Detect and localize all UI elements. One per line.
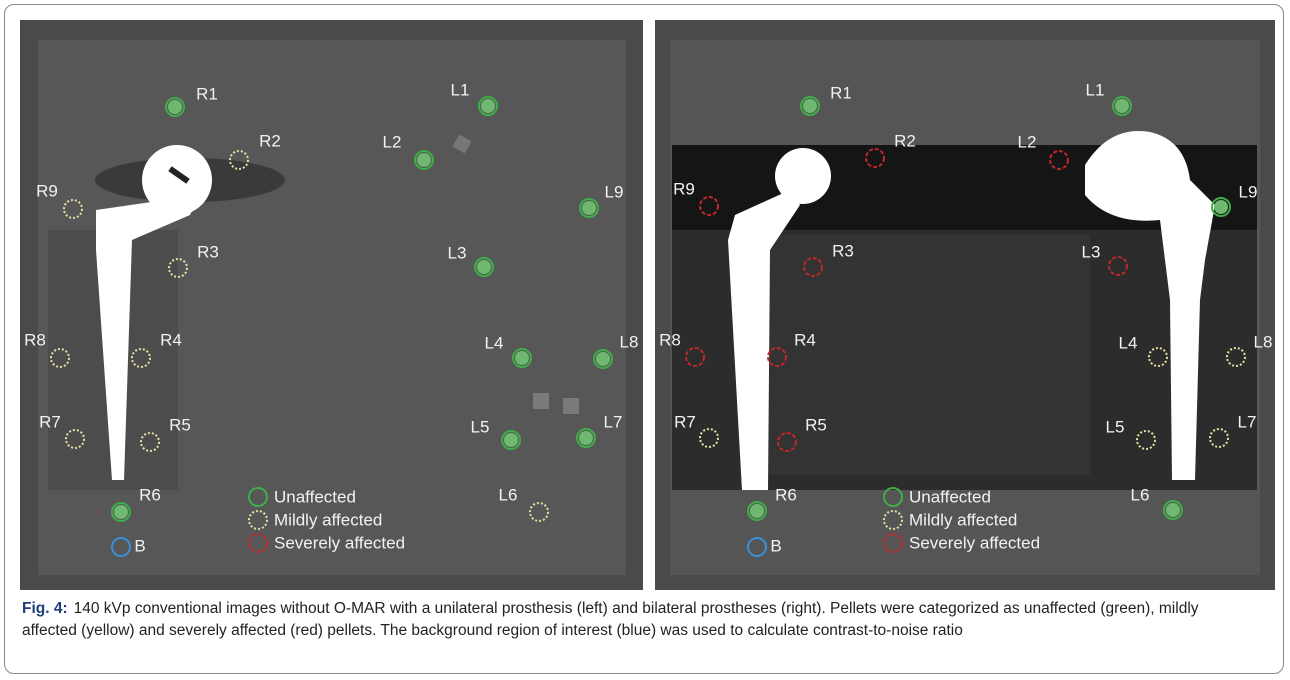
roi-marker-fill (168, 100, 182, 114)
roi-label: L1 (451, 80, 470, 99)
roi-label: B (134, 536, 145, 555)
roi-marker-fill (1214, 200, 1228, 214)
roi-label: R1 (830, 83, 852, 102)
roi-marker-fill (803, 99, 817, 113)
roi-label: L2 (383, 132, 402, 151)
roi-label: R9 (673, 179, 695, 198)
roi-label: L7 (1238, 412, 1257, 431)
legend-label: Severely affected (274, 533, 405, 552)
roi-marker-fill (1115, 99, 1129, 113)
roi-label: L9 (605, 182, 624, 201)
page: R1 R2 R9 R3 R8 R4 R7 R5 R6 B L1 L2 L9 L3 L4 L8 L5 L7 L6 Una… (0, 0, 1290, 680)
roi-label: L6 (1131, 485, 1150, 504)
roi-label: L3 (448, 243, 467, 262)
roi-marker-fill (596, 352, 610, 366)
caption-text: 140 kVp conventional images without O-MA… (22, 600, 1199, 639)
roi-label: R7 (39, 412, 61, 431)
roi-label: R5 (805, 415, 827, 434)
roi-marker-fill (114, 505, 128, 519)
roi-label: L1 (1086, 80, 1105, 99)
caption: Fig. 4:140 kVp conventional images witho… (22, 598, 1242, 642)
roi-label: L6 (499, 485, 518, 504)
roi-label: R8 (24, 330, 46, 349)
roi-label: L4 (485, 333, 504, 352)
roi-marker-fill (582, 201, 596, 215)
legend-label: Mildly affected (274, 510, 382, 529)
roi-label: L2 (1018, 132, 1037, 151)
roi-label: R1 (196, 84, 218, 103)
legend-label: Severely affected (909, 533, 1040, 552)
roi-marker-fill (750, 504, 764, 518)
roi-marker-fill (579, 431, 593, 445)
roi-label: R2 (259, 131, 281, 150)
roi-label: L8 (620, 332, 639, 351)
roi-marker-fill (515, 351, 529, 365)
roi-label: L3 (1082, 242, 1101, 261)
roi-label: L5 (1106, 417, 1125, 436)
roi-marker-fill (1166, 503, 1180, 517)
roi-label: R4 (160, 330, 182, 349)
legend-label: Unaffected (909, 487, 991, 506)
roi-label: L5 (471, 417, 490, 436)
roi-label: L8 (1254, 332, 1273, 351)
roi-marker-fill (477, 260, 491, 274)
roi-label: R6 (775, 485, 797, 504)
roi-label: R3 (832, 241, 854, 260)
legend-label: Unaffected (274, 487, 356, 506)
roi-label: R5 (169, 415, 191, 434)
roi-label: L7 (604, 412, 623, 431)
roi-label: R2 (894, 131, 916, 150)
roi-marker-fill (481, 99, 495, 113)
roi-label: R7 (674, 412, 696, 431)
roi-label: R6 (139, 485, 161, 504)
roi-label: R3 (197, 242, 219, 261)
roi-label: R9 (36, 181, 58, 200)
roi-label: R8 (659, 330, 681, 349)
roi-label: L9 (1239, 182, 1258, 201)
roi-marker-fill (417, 153, 431, 167)
roi-label: L4 (1119, 333, 1138, 352)
roi-label: B (770, 536, 781, 555)
legend-label: Mildly affected (909, 510, 1017, 529)
caption-label: Fig. 4: (22, 600, 68, 617)
roi-marker-fill (504, 433, 518, 447)
figure: R1 R2 R9 R3 R8 R4 R7 R5 R6 B L1 L2 L9 L3 L4 L8 L5 L7 L6 Una… (0, 0, 1290, 595)
roi-label: R4 (794, 330, 816, 349)
